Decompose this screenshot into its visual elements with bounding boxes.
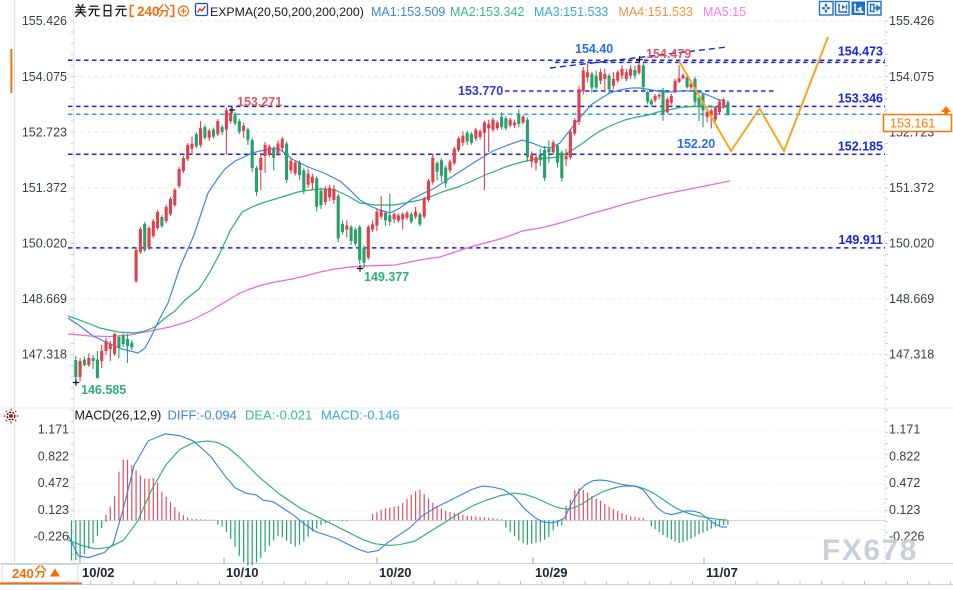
svg-text:10/20: 10/20 — [379, 565, 412, 580]
svg-text:MACD:-0.146: MACD:-0.146 — [321, 408, 400, 423]
svg-text:0.472: 0.472 — [889, 476, 920, 490]
svg-text:MA5:15: MA5:15 — [703, 5, 746, 19]
svg-text:150.020: 150.020 — [889, 237, 934, 251]
svg-text:152.185: 152.185 — [838, 140, 883, 154]
svg-text:154.075: 154.075 — [889, 70, 934, 84]
svg-text:MA1:153.509: MA1:153.509 — [371, 5, 445, 19]
svg-text:MA3:151.533: MA3:151.533 — [534, 5, 608, 19]
svg-text:-0.226: -0.226 — [889, 530, 924, 544]
svg-text:MACD(26,12,9): MACD(26,12,9) — [75, 409, 162, 423]
svg-text:147.318: 147.318 — [889, 348, 934, 362]
svg-text:153.770: 153.770 — [458, 84, 503, 98]
svg-text:240: 240 — [12, 566, 34, 581]
svg-text:FX678: FX678 — [822, 534, 918, 567]
svg-text:154.473: 154.473 — [838, 45, 883, 59]
svg-text:0.472: 0.472 — [38, 476, 69, 490]
svg-text:0.123: 0.123 — [38, 503, 69, 517]
svg-text:1.171: 1.171 — [38, 423, 69, 437]
svg-text:153.271: 153.271 — [237, 95, 282, 109]
svg-text:150.020: 150.020 — [22, 237, 67, 251]
svg-text:147.318: 147.318 — [22, 348, 67, 362]
svg-text:10/10: 10/10 — [226, 565, 259, 580]
svg-text:DIFF:-0.094: DIFF:-0.094 — [168, 408, 237, 423]
svg-text:151.372: 151.372 — [22, 181, 67, 195]
svg-text:155.426: 155.426 — [889, 14, 934, 28]
svg-text:148.669: 148.669 — [889, 292, 934, 306]
svg-text:240: 240 — [137, 4, 160, 19]
svg-text:155.426: 155.426 — [22, 14, 67, 28]
svg-text:1.171: 1.171 — [889, 423, 920, 437]
svg-text:0.822: 0.822 — [38, 449, 69, 463]
svg-text:10/02: 10/02 — [82, 565, 115, 580]
svg-text:11/07: 11/07 — [706, 565, 738, 580]
svg-text:152.723: 152.723 — [22, 125, 67, 139]
svg-text:149.911: 149.911 — [839, 233, 884, 247]
svg-text:0.123: 0.123 — [889, 503, 920, 517]
svg-text:MA2:153.342: MA2:153.342 — [450, 5, 524, 19]
svg-text:0.822: 0.822 — [889, 449, 920, 463]
svg-text:153.346: 153.346 — [838, 92, 883, 106]
svg-text:10/29: 10/29 — [535, 565, 568, 580]
svg-text:152.20: 152.20 — [677, 137, 715, 151]
svg-text:154.40: 154.40 — [575, 42, 613, 56]
svg-text:146.585: 146.585 — [81, 383, 126, 397]
svg-text:148.669: 148.669 — [22, 292, 67, 306]
svg-text:-0.226: -0.226 — [34, 530, 69, 544]
svg-text:DEA:-0.021: DEA:-0.021 — [245, 408, 312, 423]
svg-text:153.161: 153.161 — [890, 117, 935, 131]
svg-text:154.479: 154.479 — [646, 47, 691, 61]
svg-text:154.075: 154.075 — [22, 70, 67, 84]
svg-text:151.372: 151.372 — [889, 181, 934, 195]
svg-text:149.377: 149.377 — [364, 270, 409, 284]
svg-text:EXPMA(20,50,200,200,200): EXPMA(20,50,200,200,200) — [210, 5, 364, 19]
svg-text:MA4:151.533: MA4:151.533 — [619, 5, 693, 19]
